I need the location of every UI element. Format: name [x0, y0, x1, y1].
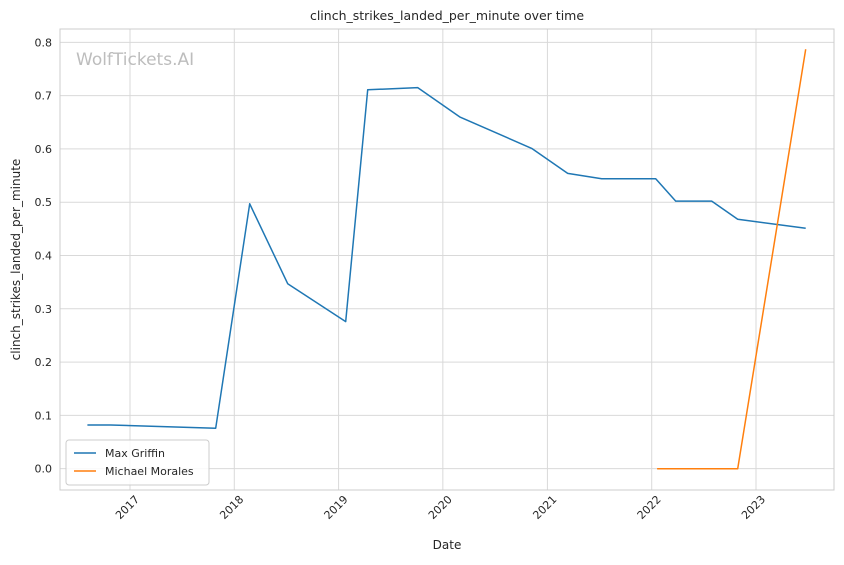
y-tick-label: 0.1 [35, 409, 53, 422]
series-line-max-griffin [87, 86, 806, 429]
y-tick-label: 0.4 [35, 250, 53, 263]
y-tick-label: 0.2 [35, 356, 53, 369]
legend-label: Max Griffin [105, 447, 165, 460]
y-axis: 0.0 0.1 0.2 0.3 0.4 0.5 0.6 0.7 0.8 [35, 36, 53, 475]
series-line-michael-morales [657, 49, 807, 470]
legend: Max Griffin Michael Morales [65, 439, 210, 486]
y-tick-label: 0.5 [35, 196, 53, 209]
series-lines [87, 49, 807, 470]
y-tick-label: 0.8 [35, 36, 53, 49]
chart-title: clinch_strikes_landed_per_minute over ti… [310, 8, 584, 23]
y-tick-label: 0.6 [35, 143, 53, 156]
y-tick-label: 0.7 [35, 90, 53, 103]
y-axis-label: clinch_strikes_landed_per_minute [9, 159, 23, 361]
plot-area [59, 28, 835, 491]
x-axis-label: Date [433, 538, 462, 552]
y-tick-label: 0.0 [35, 463, 53, 476]
grid [60, 29, 834, 490]
watermark: WolfTickets.AI [76, 50, 194, 70]
y-tick-label: 0.3 [35, 303, 53, 316]
legend-label: Michael Morales [105, 465, 194, 478]
legend-box [65, 439, 210, 486]
